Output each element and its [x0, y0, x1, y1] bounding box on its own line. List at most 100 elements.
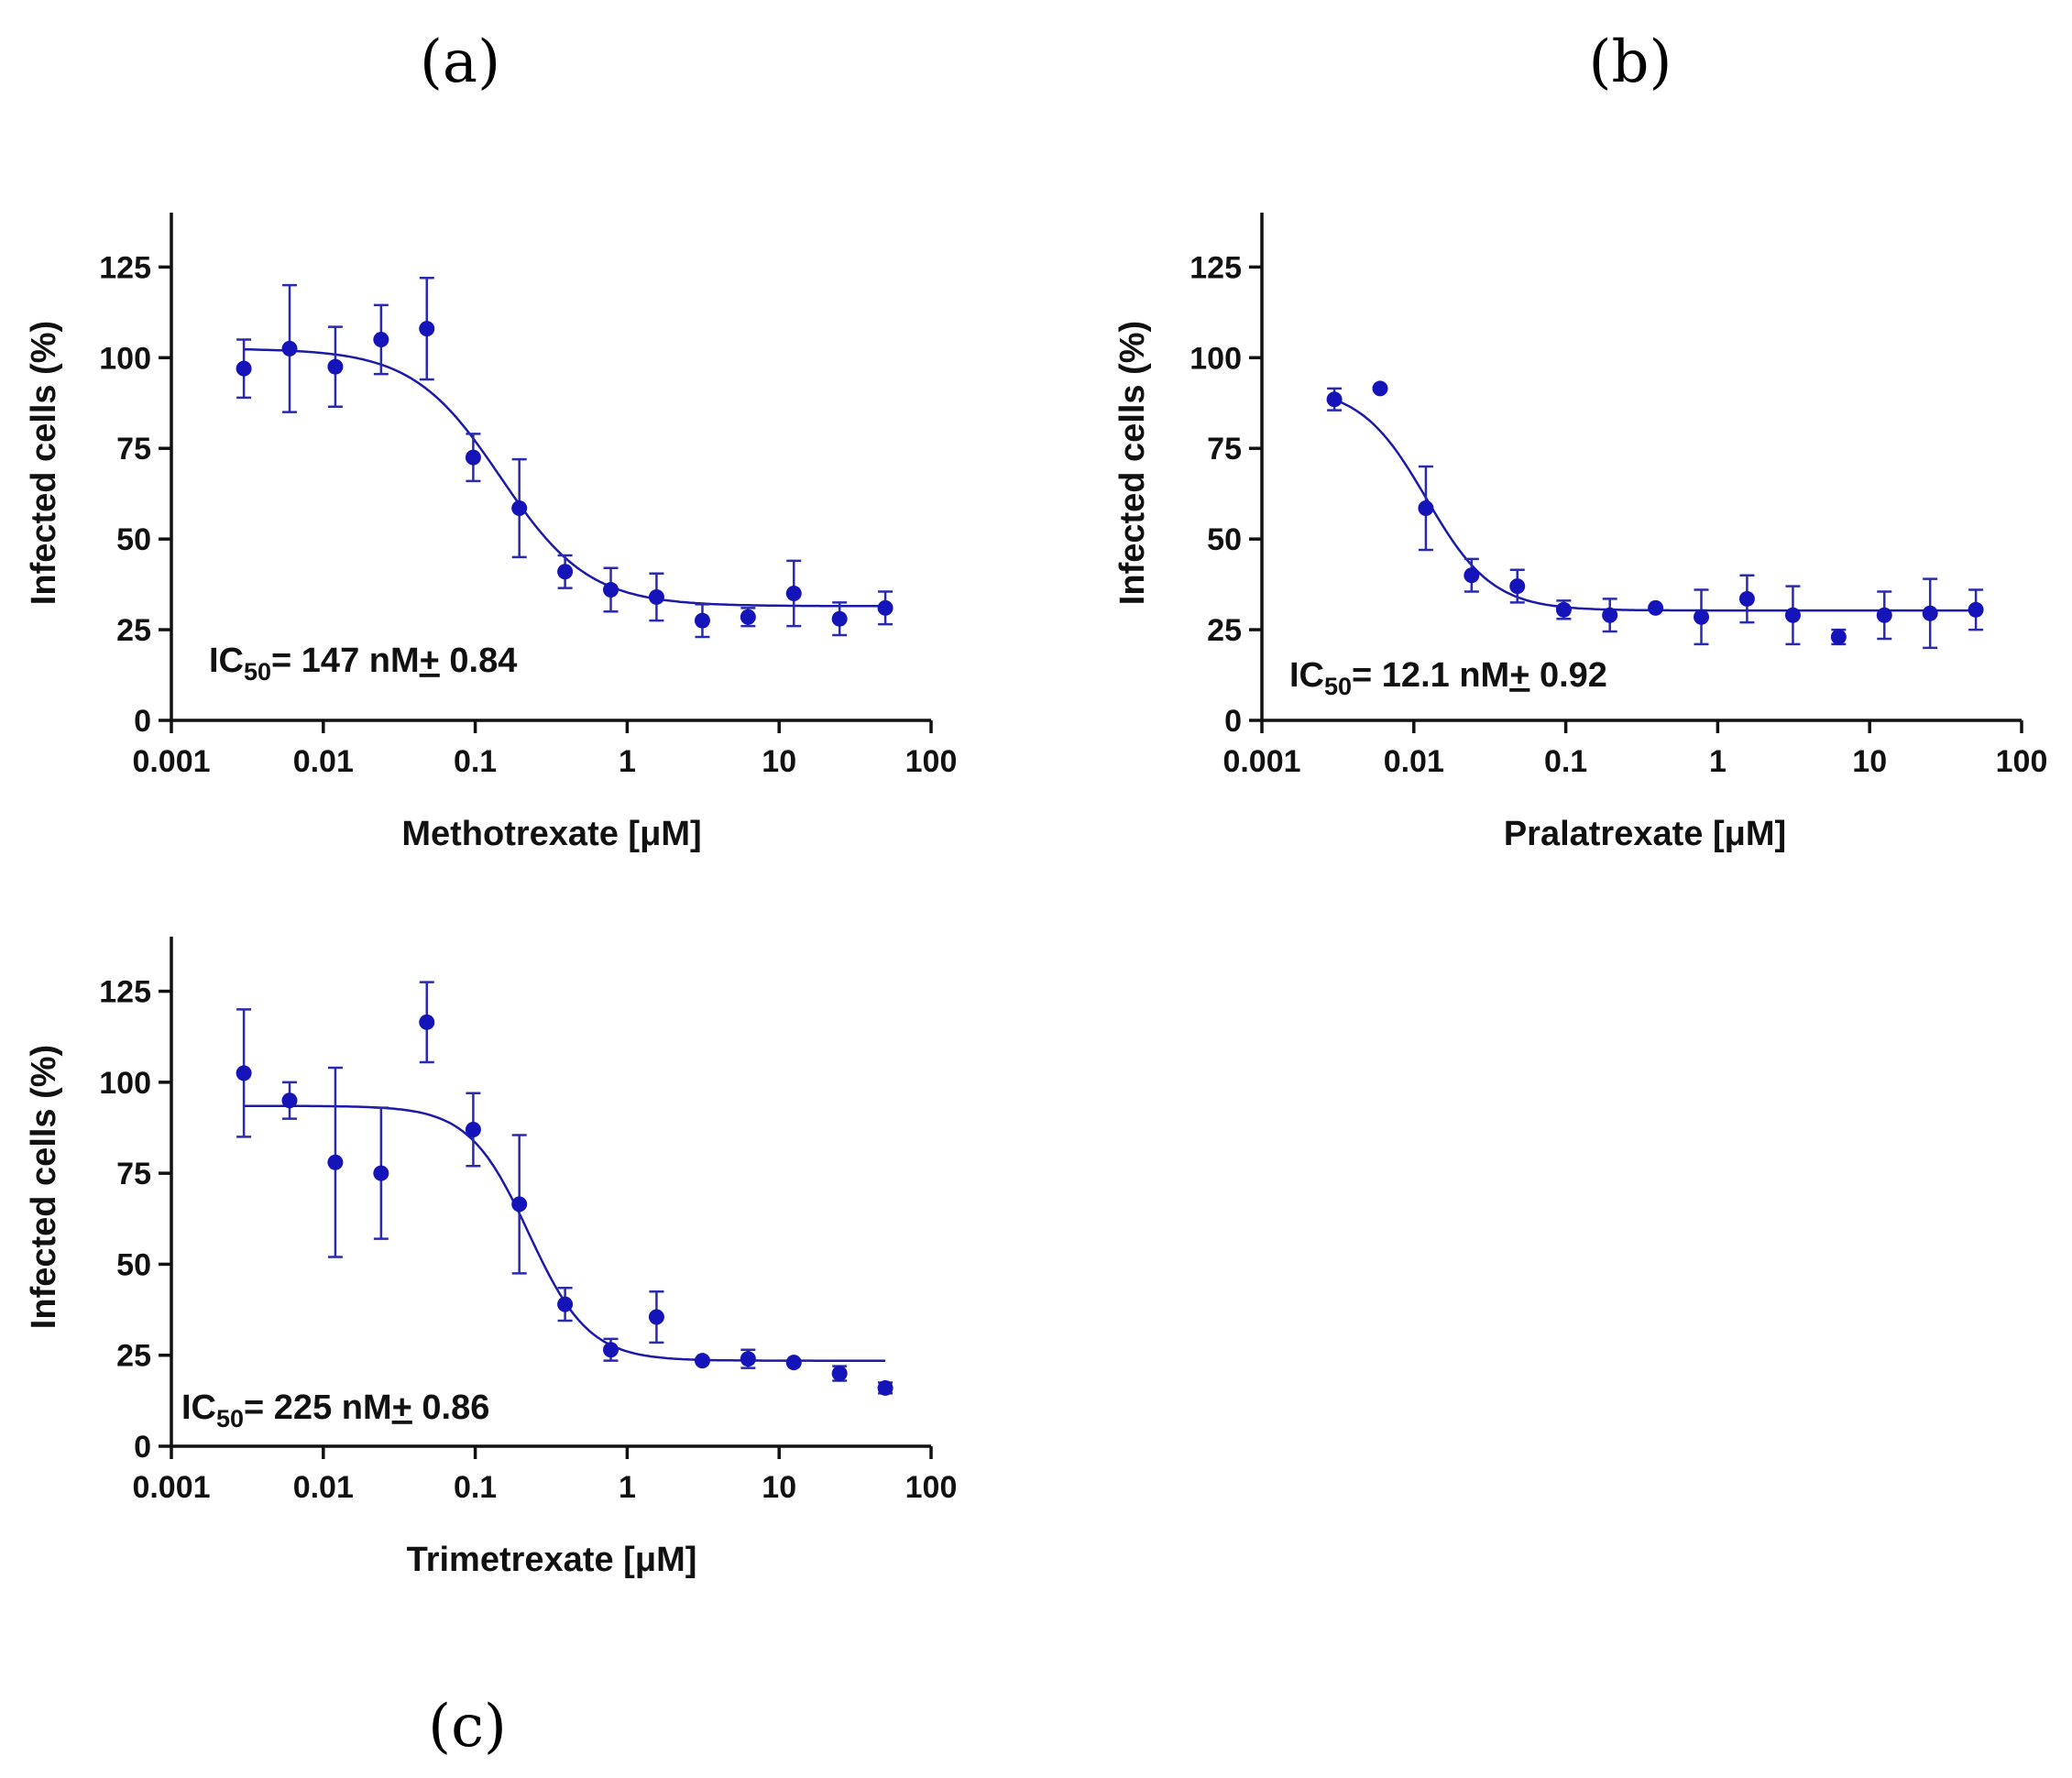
data-point	[1968, 601, 1984, 618]
axes-a: 0 25 50 75 100 125 0.001 0.01 0.1 1 10 100	[99, 213, 957, 779]
data-point	[694, 612, 710, 629]
data-point	[1876, 607, 1892, 623]
x-axis-title-b: Pralatrexate [μM]	[1504, 815, 1786, 853]
data-point	[419, 1014, 435, 1030]
data-point	[327, 1154, 344, 1170]
x-tick-label: 10	[1852, 744, 1887, 779]
data-point	[327, 358, 344, 375]
y-tick-label: 25	[1207, 613, 1242, 648]
y-tick-label: 50	[116, 522, 151, 557]
panel-label-a: (a)	[420, 28, 500, 96]
data-point	[236, 360, 252, 377]
data-point	[1694, 609, 1710, 625]
x-tick-label: 10	[762, 744, 796, 779]
data-point	[373, 1165, 389, 1181]
panel-label-c: (c)	[428, 1693, 507, 1761]
y-tick-label: 50	[1207, 522, 1242, 557]
data-point	[1738, 590, 1755, 607]
data-point	[281, 340, 298, 357]
data-point	[557, 1296, 574, 1312]
panel-a: (a) 0 25 50 75 100 125 0.001 0.01 0.1 1 10 100 Meth…	[25, 28, 957, 853]
x-tick-label: 0.1	[1544, 744, 1587, 779]
data-point	[831, 1366, 848, 1382]
x-axis-title-a: Methotrexate [μM]	[401, 815, 701, 853]
y-tick-label: 25	[116, 1339, 151, 1374]
data-point	[603, 582, 619, 598]
y-tick-label: 100	[99, 341, 151, 376]
x-tick-label: 0.01	[293, 1470, 354, 1505]
y-tick-label: 0	[134, 704, 151, 739]
x-tick-label: 1	[619, 744, 636, 779]
x-tick-label: 0.1	[454, 1470, 497, 1505]
x-tick-label: 1	[619, 1470, 636, 1505]
y-axis-title-a: Infected cells (%)	[25, 321, 63, 605]
data-point	[1602, 607, 1618, 623]
x-tick-label: 0.001	[132, 1470, 210, 1505]
data-point	[373, 332, 389, 347]
x-tick-label: 0.001	[132, 744, 210, 779]
data-point	[877, 599, 893, 616]
data-point	[1830, 629, 1847, 645]
data-point	[1418, 500, 1434, 517]
data-point	[694, 1353, 710, 1369]
x-axis-title-c: Trimetrexate [μM]	[407, 1541, 697, 1579]
data-point	[511, 1196, 528, 1213]
data-point	[877, 1379, 893, 1396]
data-point	[740, 1351, 756, 1367]
data-point	[1326, 391, 1343, 408]
y-tick-label: 50	[116, 1247, 151, 1282]
data-point	[1555, 601, 1572, 618]
x-tick-label: 1	[1709, 744, 1727, 779]
data-point	[419, 321, 435, 337]
x-tick-label: 0.1	[454, 744, 497, 779]
axes-b: 0 25 50 75 100 125 0.001 0.01 0.1 1 10 100	[1189, 213, 2047, 779]
axes-c: 0 25 50 75 100 125 0.001 0.01 0.1 1 10 100	[99, 937, 957, 1505]
x-tick-label: 100	[1996, 744, 2048, 779]
data-point	[465, 449, 481, 466]
data-point	[785, 586, 802, 601]
data-point	[785, 1355, 802, 1371]
ic50-annotation-a: IC50= 147 nM+ 0.84	[209, 642, 517, 686]
data-point	[557, 564, 574, 580]
ic50-annotation-c: IC50= 225 nM+ 0.86	[181, 1388, 489, 1432]
data-point	[1922, 605, 1938, 621]
y-tick-label: 25	[116, 613, 151, 648]
x-tick-label: 0.01	[1384, 744, 1444, 779]
y-tick-label: 125	[99, 250, 151, 285]
data-point	[603, 1342, 619, 1358]
y-tick-label: 75	[116, 432, 151, 466]
y-tick-label: 75	[116, 1157, 151, 1191]
y-tick-label: 100	[1189, 341, 1242, 376]
data-point	[511, 500, 528, 517]
data-point	[1509, 578, 1526, 595]
data-point	[1464, 567, 1480, 584]
y-tick-label: 125	[1189, 250, 1242, 285]
x-tick-label: 100	[905, 1470, 958, 1505]
x-tick-label: 100	[905, 744, 958, 779]
panel-label-b: (b)	[1589, 28, 1672, 96]
data-point	[1372, 380, 1388, 397]
y-tick-label: 0	[134, 1430, 151, 1465]
data-point	[740, 609, 756, 625]
x-tick-label: 0.001	[1222, 744, 1300, 779]
data-point	[648, 1309, 664, 1325]
x-tick-label: 10	[762, 1470, 796, 1505]
y-tick-label: 100	[99, 1066, 151, 1101]
y-tick-label: 0	[1224, 704, 1242, 739]
panel-c: (c) 0 25 50 75 100 125 0.001 0.01 0.1 1 10 100 Trim…	[25, 937, 957, 1761]
panel-b: (b) 0 25 50 75 100 125 0.001 0.01 0.1 1 10 100 Pral…	[1113, 28, 2047, 853]
data-point	[236, 1065, 252, 1081]
x-tick-label: 0.01	[293, 744, 354, 779]
data-point	[1648, 599, 1664, 616]
data-point	[831, 610, 848, 627]
data-point	[648, 588, 664, 605]
y-tick-label: 75	[1207, 432, 1242, 466]
ic50-annotation-b: IC50= 12.1 nM+ 0.92	[1289, 656, 1607, 700]
data-point	[1784, 607, 1801, 623]
y-axis-title-c: Infected cells (%)	[25, 1045, 63, 1329]
y-tick-label: 125	[99, 975, 151, 1010]
data-point	[465, 1121, 481, 1137]
fit-curve	[244, 1104, 886, 1362]
y-axis-title-b: Infected cells (%)	[1113, 321, 1152, 605]
